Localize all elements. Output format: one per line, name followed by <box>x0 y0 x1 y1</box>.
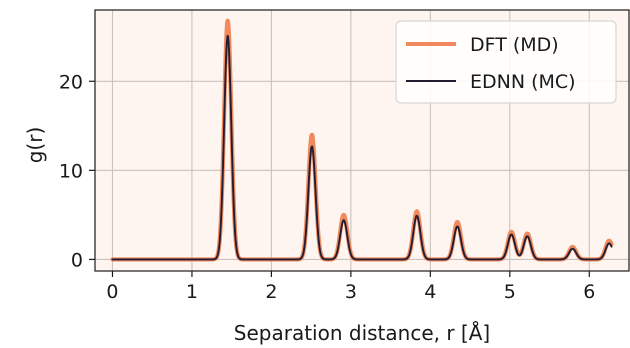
legend: DFT (MD) EDNN (MC) <box>395 20 617 104</box>
x-tick-label: 4 <box>424 281 436 303</box>
legend-label-ednn-mc: EDNN (MC) <box>470 71 576 93</box>
x-tick-label: 5 <box>504 281 516 303</box>
x-tick-label: 3 <box>345 281 357 303</box>
plot-frame <box>94 9 630 272</box>
series-line-1 <box>111 34 613 261</box>
x-axis-ticks: 0 1 2 3 4 5 6 <box>106 271 595 303</box>
x-tick-label: 0 <box>106 281 118 303</box>
y-axis-label: g(r) <box>23 127 47 164</box>
y-tick-label: 20 <box>59 71 83 93</box>
y-tick-label: 0 <box>71 249 83 271</box>
x-axis-label: Separation distance, r [Å] <box>234 321 490 345</box>
series-layer <box>110 18 614 262</box>
x-tick-label: 6 <box>583 281 595 303</box>
y-axis-ticks: 0 10 20 <box>59 71 95 271</box>
legend-box <box>395 20 617 104</box>
x-tick-label: 2 <box>265 281 277 303</box>
x-tick-label: 1 <box>186 281 198 303</box>
y-tick-label: 10 <box>59 160 83 182</box>
legend-label-dft-md: DFT (MD) <box>470 34 559 56</box>
